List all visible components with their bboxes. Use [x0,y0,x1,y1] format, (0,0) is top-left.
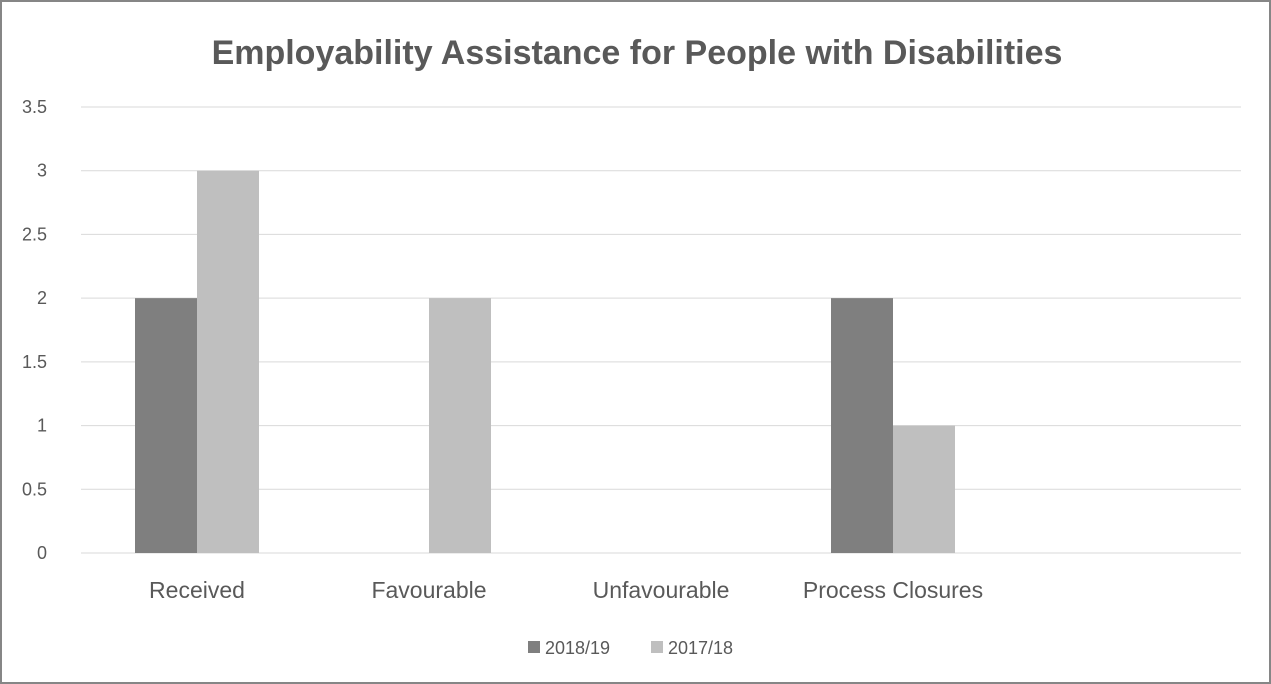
y-tick-label: 1 [37,416,47,436]
y-tick-label: 0 [37,543,47,563]
bar-2017-18-favourable [429,298,491,553]
x-axis-categories: Received Favourable Unfavourable Process Cl… [149,577,983,603]
legend-label: 2018/19 [545,638,610,658]
x-category-label: Unfavourable [593,577,730,603]
y-tick-label: 3 [37,161,47,181]
y-tick-label: 2.5 [22,224,47,244]
y-tick-label: 3.5 [22,97,47,117]
y-tick-label: 0.5 [22,479,47,499]
bars [135,170,955,553]
legend-swatch [528,641,540,653]
chart-title: Employability Assistance for People with… [212,34,1063,72]
y-tick-label: 1.5 [22,352,47,372]
bar-2018-19-process-closures [831,298,893,553]
bar-2017-18-process-closures [893,425,955,553]
legend-label: 2017/18 [668,638,733,658]
x-category-label: Process Closures [803,577,983,603]
legend-swatch [651,641,663,653]
gridlines [81,106,1241,554]
x-category-label: Received [149,577,245,603]
x-category-label: Favourable [371,577,486,603]
bar-2018-19-received [135,298,197,553]
y-axis-ticks: 0 0.5 1 1.5 2 2.5 3 3.5 [22,97,47,563]
legend: 2018/19 2017/18 [528,638,733,658]
y-tick-label: 2 [37,288,47,308]
bar-2017-18-received [197,170,259,553]
